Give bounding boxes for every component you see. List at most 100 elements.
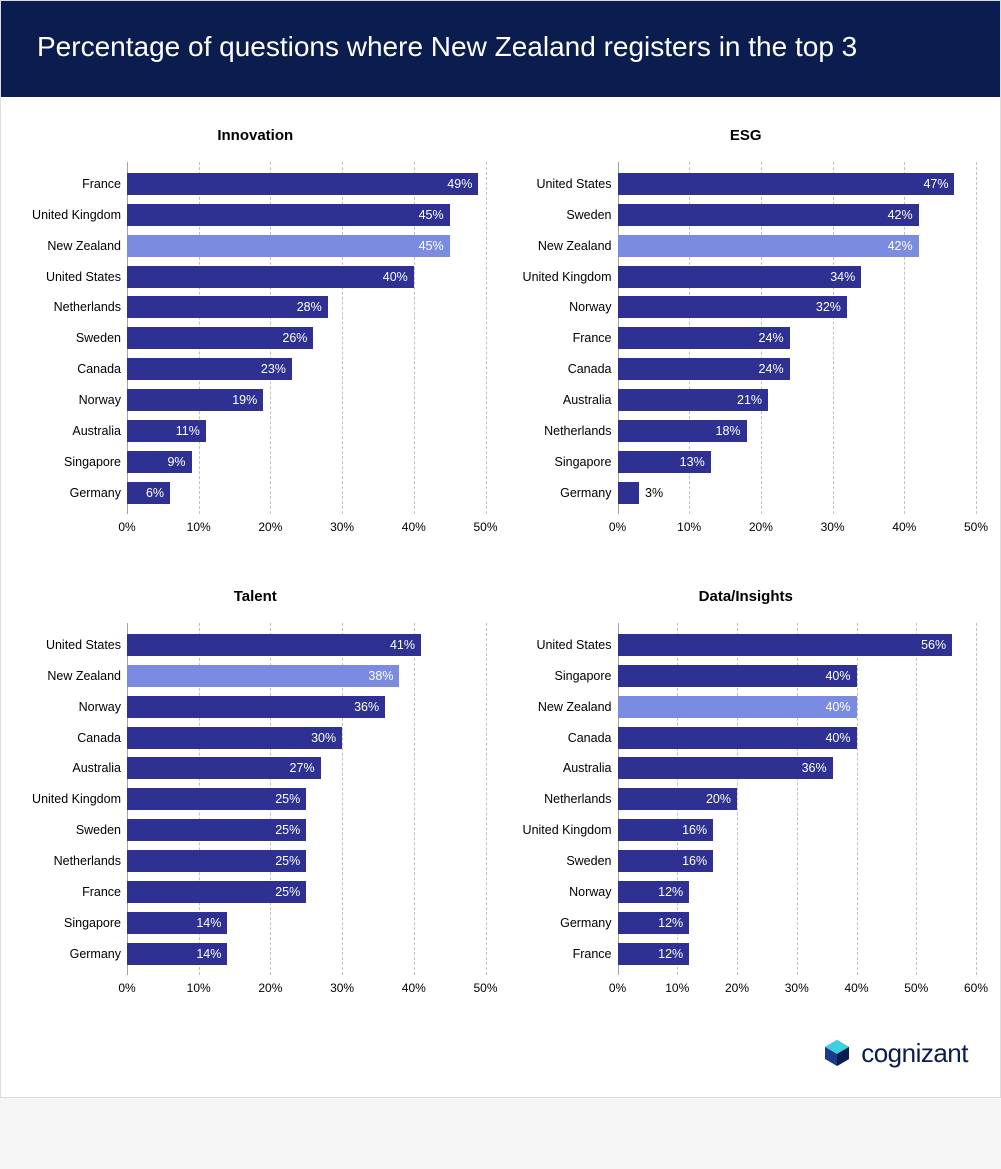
bar-label: United States	[516, 638, 612, 652]
bar-row: New Zealand40%	[618, 696, 977, 718]
bar	[618, 482, 640, 504]
bar-row: New Zealand45%	[127, 235, 486, 257]
logo: cognizant	[821, 1037, 968, 1069]
bar: 40%	[618, 665, 857, 687]
bars-container: United States56% Singapore40% New Zealand4…	[618, 623, 977, 975]
bar-value: 13%	[680, 455, 705, 469]
panel-title: ESG	[516, 127, 977, 144]
bar-label: Singapore	[516, 669, 612, 683]
bar-row: Sweden16%	[618, 850, 977, 872]
x-tick-label: 50%	[473, 981, 497, 995]
bar-row: Singapore9%	[127, 451, 486, 473]
bar: 12%	[618, 943, 690, 965]
bar-row: United States56%	[618, 634, 977, 656]
bar: 24%	[618, 327, 790, 349]
chart: United States41%New Zealand38%Norway36%C…	[25, 623, 486, 999]
bar: 9%	[127, 451, 192, 473]
bar-label: United States	[25, 638, 121, 652]
x-axis: 0%10%20%30%40%50%	[618, 514, 977, 538]
bar: 42%	[618, 204, 919, 226]
bar-row: United States47%	[618, 173, 977, 195]
bar-value: 25%	[275, 823, 300, 837]
bar: 21%	[618, 389, 769, 411]
bar-row: Germany3%	[618, 482, 977, 504]
bar: 16%	[618, 819, 714, 841]
bar-value: 19%	[232, 393, 257, 407]
bar-label: Netherlands	[516, 424, 612, 438]
bars-container: United States47%Sweden42%New Zealand42%U…	[618, 162, 977, 514]
bar-label: Germany	[25, 947, 121, 961]
bar-row: France49%	[127, 173, 486, 195]
bar-label: Sweden	[516, 208, 612, 222]
bar-label: Norway	[25, 393, 121, 407]
bar-value: 16%	[682, 854, 707, 868]
x-tick-label: 0%	[118, 520, 135, 534]
x-tick-label: 10%	[187, 981, 211, 995]
bar-value: 30%	[311, 731, 336, 745]
bar-row: Sweden25%	[127, 819, 486, 841]
header: Percentage of questions where New Zealan…	[1, 1, 1000, 97]
bar-value: 36%	[354, 700, 379, 714]
bar-value: 27%	[290, 761, 315, 775]
bar-value: 11%	[176, 424, 200, 438]
bar: 24%	[618, 358, 790, 380]
bar: 14%	[127, 912, 227, 934]
x-tick-label: 20%	[258, 520, 282, 534]
bar-row: Germany12%	[618, 912, 977, 934]
bar-label: New Zealand	[25, 669, 121, 683]
bar: 11%	[127, 420, 206, 442]
bar-value: 56%	[921, 638, 946, 652]
bar-value: 45%	[419, 239, 444, 253]
bar-value: 16%	[682, 823, 707, 837]
bar-value: 14%	[196, 947, 221, 961]
bar-value: 14%	[196, 916, 221, 930]
x-tick-label: 20%	[258, 981, 282, 995]
bar: 47%	[618, 173, 955, 195]
chart: United States56%Singapore40%New Zealand4…	[516, 623, 977, 999]
bar-label: France	[516, 947, 612, 961]
bar: 6%	[127, 482, 170, 504]
x-tick-label: 30%	[821, 520, 845, 534]
plot-area: France49%United Kingdom45%New Zealand45%…	[127, 162, 486, 514]
x-tick-label: 40%	[844, 981, 868, 995]
bar-value: 12%	[658, 885, 683, 899]
gridline	[486, 623, 487, 975]
bar-value: 40%	[383, 270, 408, 284]
bar-row: Canada40%	[618, 727, 977, 749]
bar-row: Singapore40%	[618, 665, 977, 687]
x-tick-label: 60%	[964, 981, 988, 995]
x-tick-label: 40%	[892, 520, 916, 534]
bar: 19%	[127, 389, 263, 411]
bar-row: United Kingdom25%	[127, 788, 486, 810]
bar-value: 40%	[825, 669, 850, 683]
bar-row: Norway12%	[618, 881, 977, 903]
bar-row: Norway36%	[127, 696, 486, 718]
x-tick-label: 50%	[964, 520, 988, 534]
bar-row: Germany6%	[127, 482, 486, 504]
bar-value: 18%	[716, 424, 741, 438]
bar-value: 32%	[816, 300, 841, 314]
bar: 32%	[618, 296, 847, 318]
bar-label: United Kingdom	[516, 270, 612, 284]
bar-value: 24%	[759, 362, 784, 376]
bar-row: United States40%	[127, 266, 486, 288]
bar-value: 40%	[825, 731, 850, 745]
bar-value: 25%	[275, 792, 300, 806]
bar: 23%	[127, 358, 292, 380]
bar-row: New Zealand42%	[618, 235, 977, 257]
bar-label: Canada	[25, 731, 121, 745]
bar-label: Singapore	[25, 455, 121, 469]
bar-value: 6%	[146, 486, 164, 500]
x-tick-label: 0%	[118, 981, 135, 995]
bar-label: Germany	[516, 486, 612, 500]
bar-label: France	[25, 177, 121, 191]
bar-row: New Zealand38%	[127, 665, 486, 687]
x-axis: 0%10%20%30%40%50%60%	[618, 975, 977, 999]
bar-value: 28%	[297, 300, 322, 314]
bar-label: Germany	[25, 486, 121, 500]
footer: cognizant	[1, 1019, 1000, 1097]
logo-text: cognizant	[861, 1038, 968, 1069]
plot-area: United States41%New Zealand38%Norway36%C…	[127, 623, 486, 975]
x-tick-label: 30%	[330, 520, 354, 534]
bar-row: Canada23%	[127, 358, 486, 380]
